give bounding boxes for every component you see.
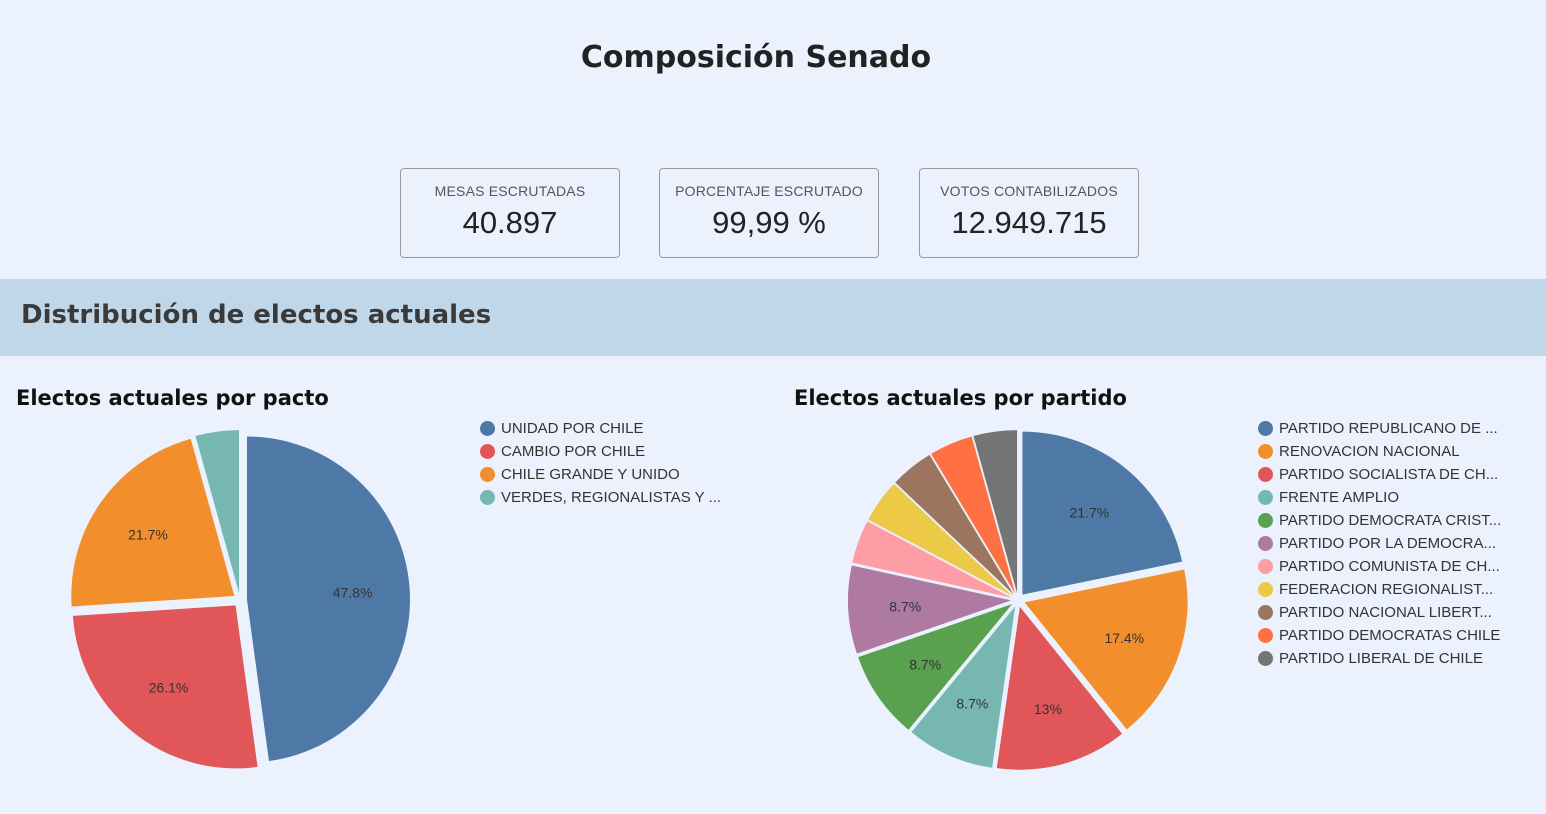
legend-dot-icon [480, 444, 495, 459]
legend-dot-icon [1258, 582, 1273, 597]
legend-dot-icon [1258, 559, 1273, 574]
legend-item[interactable]: FRENTE AMPLIO [1258, 486, 1501, 509]
stat-label: PORCENTAJE ESCRUTADO [675, 183, 863, 199]
slice-label: 21.7% [1070, 504, 1110, 520]
stat-label: MESAS ESCRUTADAS [434, 183, 586, 199]
stat-value: 12.949.715 [951, 205, 1107, 240]
legend-dot-icon [480, 467, 495, 482]
pie-slice[interactable] [858, 603, 1013, 730]
legend-item[interactable]: FEDERACION REGIONALIST... [1258, 578, 1501, 601]
legend-item[interactable]: CHILE GRANDE Y UNIDO [480, 463, 721, 486]
legend-dot-icon [480, 490, 495, 505]
legend-dot-icon [1258, 536, 1273, 551]
pie-slice[interactable] [973, 430, 1018, 594]
legend-label: FEDERACION REGIONALIST... [1279, 581, 1494, 598]
legend-item[interactable]: PARTIDO POR LA DEMOCRA... [1258, 532, 1501, 555]
slice-label: 13% [1034, 701, 1062, 717]
stat-value: 99,99 % [712, 205, 826, 240]
chart-title-pacto: Electos actuales por pacto [16, 386, 329, 410]
legend-dot-icon [1258, 605, 1273, 620]
section-header: Distribución de electos actuales [0, 279, 1546, 356]
slice-label: 8.7% [889, 599, 921, 615]
legend-dot-icon [1258, 467, 1273, 482]
pie-slice[interactable] [71, 438, 235, 607]
legend-label: PARTIDO SOCIALISTA DE CH... [1279, 466, 1499, 483]
legend-label: VERDES, REGIONALISTAS Y ... [501, 489, 722, 506]
section-title: Distribución de electos actuales [21, 300, 492, 330]
pie-slice[interactable] [868, 483, 1013, 596]
pie-slice[interactable] [996, 606, 1123, 770]
legend-label: RENOVACION NACIONAL [1279, 443, 1460, 460]
slice-label: 8.7% [956, 695, 988, 711]
legend-label: PARTIDO COMUNISTA DE CH... [1279, 558, 1500, 575]
legend-dot-icon [1258, 490, 1273, 505]
pie-slice[interactable] [195, 430, 240, 594]
legend-label: UNIDAD POR CHILE [501, 420, 644, 437]
stat-card-porcentaje: PORCENTAJE ESCRUTADO 99,99 % [659, 168, 879, 258]
legend-label: PARTIDO LIBERAL DE CHILE [1279, 650, 1483, 667]
stat-card-mesas: MESAS ESCRUTADAS 40.897 [400, 168, 620, 258]
legend-item[interactable]: CAMBIO POR CHILE [480, 440, 721, 463]
legend-item[interactable]: PARTIDO LIBERAL DE CHILE [1258, 647, 1501, 670]
legend-label: PARTIDO DEMOCRATA CRIST... [1279, 512, 1502, 529]
legend-dot-icon [1258, 444, 1273, 459]
legend-item[interactable]: PARTIDO REPUBLICANO DE ... [1258, 417, 1501, 440]
page-title: Composición Senado [580, 40, 932, 75]
legend-item[interactable]: VERDES, REGIONALISTAS Y ... [480, 486, 721, 509]
legend-dot-icon [1258, 651, 1273, 666]
stat-value: 40.897 [462, 205, 558, 240]
pie-slice[interactable] [848, 565, 1012, 654]
pie-slice[interactable] [1022, 431, 1183, 595]
slice-label: 17.4% [1104, 630, 1144, 646]
pie-slice[interactable] [246, 436, 410, 762]
legend-item[interactable]: RENOVACION NACIONAL [1258, 440, 1501, 463]
legend-label: PARTIDO DEMOCRATAS CHILE [1279, 627, 1501, 644]
pie-slice[interactable] [895, 454, 1014, 595]
slice-label: 21.7% [128, 527, 168, 543]
pie-slice[interactable] [852, 521, 1012, 598]
legend-partido: PARTIDO REPUBLICANO DE ... RENOVACION NAC… [1258, 417, 1501, 670]
pie-slice[interactable] [72, 605, 258, 769]
legend-label: CAMBIO POR CHILE [501, 443, 646, 460]
legend-dot-icon [1258, 628, 1273, 643]
legend-dot-icon [480, 421, 495, 436]
legend-label: FRENTE AMPLIO [1279, 489, 1400, 506]
slice-label: 8.7% [909, 656, 941, 672]
chart-title-partido: Electos actuales por partido [794, 386, 1127, 410]
stat-card-votos: VOTOS CONTABILIZADOS 12.949.715 [919, 168, 1139, 258]
legend-item[interactable]: PARTIDO COMUNISTA DE CH... [1258, 555, 1501, 578]
slice-label: 26.1% [149, 679, 189, 695]
legend-item[interactable]: PARTIDO DEMOCRATAS CHILE [1258, 624, 1501, 647]
legend-item[interactable]: PARTIDO NACIONAL LIBERT... [1258, 601, 1501, 624]
pie-slice[interactable] [931, 436, 1016, 594]
legend-pacto: UNIDAD POR CHILE CAMBIO POR CHILE CHILE GR… [480, 417, 721, 509]
stat-label: VOTOS CONTABILIZADOS [940, 183, 1118, 199]
pie-slice[interactable] [1024, 569, 1188, 730]
legend-dot-icon [1258, 513, 1273, 528]
legend-item[interactable]: UNIDAD POR CHILE [480, 417, 721, 440]
legend-label: PARTIDO POR LA DEMOCRA... [1279, 535, 1496, 552]
slice-label: 47.8% [333, 584, 373, 600]
legend-label: PARTIDO REPUBLICANO DE ... [1279, 420, 1498, 437]
legend-item[interactable]: PARTIDO SOCIALISTA DE CH... [1258, 463, 1501, 486]
legend-dot-icon [1258, 421, 1273, 436]
legend-label: CHILE GRANDE Y UNIDO [501, 466, 680, 483]
pie-slice[interactable] [911, 606, 1016, 768]
legend-item[interactable]: PARTIDO DEMOCRATA CRIST... [1258, 509, 1501, 532]
legend-label: PARTIDO NACIONAL LIBERT... [1279, 604, 1492, 621]
